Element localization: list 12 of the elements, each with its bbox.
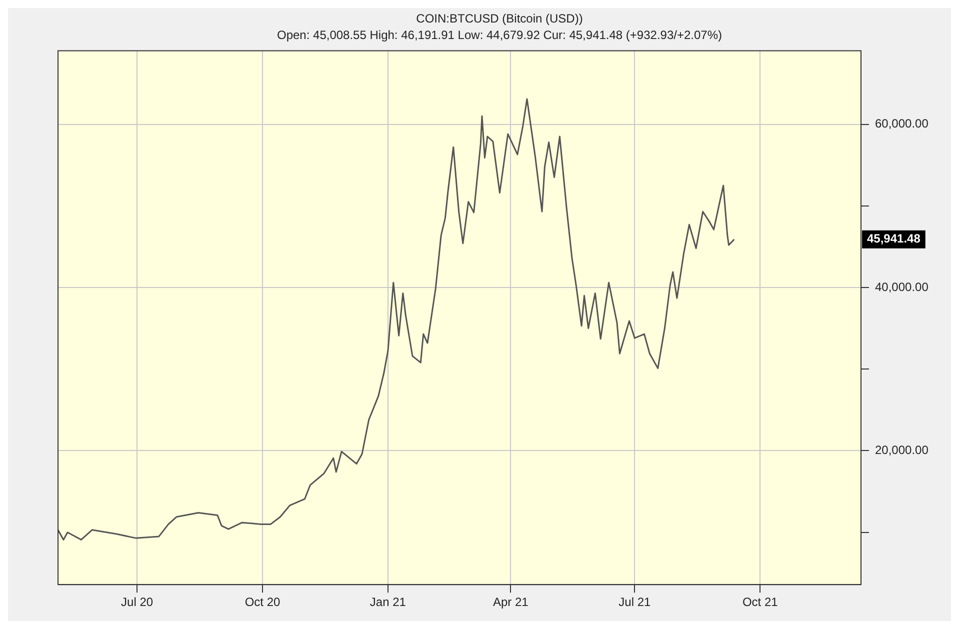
text: 45,941.48 bbox=[867, 232, 921, 246]
x-tick-label: Oct 21 bbox=[742, 595, 778, 610]
x-tick-label: Jan 21 bbox=[370, 595, 406, 610]
y-tick-label: 60,000.00 bbox=[875, 116, 929, 131]
x-tick-label: Oct 20 bbox=[244, 595, 280, 610]
x-tick-label: Jul 20 bbox=[121, 595, 154, 610]
y-tick-label: 40,000.00 bbox=[875, 280, 929, 294]
chart-subtitle: Open: 45,008.55 High: 46,191.91 Low: 44,679.92 Cur: 45,941.48 (+932.93/+2.07%) bbox=[276, 28, 722, 42]
x-tick-label: Apr 21 bbox=[492, 595, 529, 610]
x-tick-label: Jul 21 bbox=[618, 595, 652, 610]
y-tick-label: 20,000.00 bbox=[875, 443, 929, 458]
chart-title: COIN:BTCUSD (Bitcoin (USD)) bbox=[416, 12, 583, 26]
